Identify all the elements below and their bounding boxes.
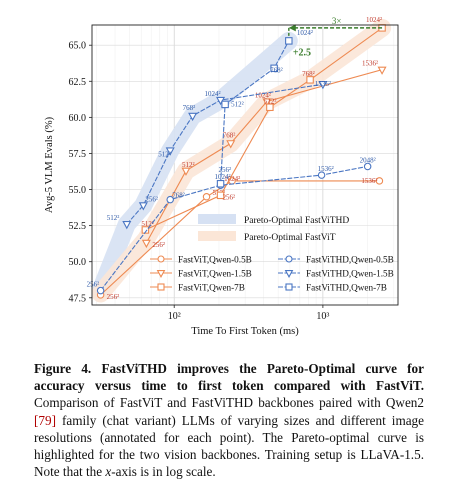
point-label: 512² <box>141 220 154 228</box>
caption-figure-label: Figure 4. <box>34 361 92 376</box>
series-point-fastvit-qwen-0-5b <box>375 177 384 185</box>
pareto-chart: 256²512²1024²1536²256²512²768²1024²1536²… <box>44 16 399 337</box>
y-axis-label: Avg-5 VLM Evals (%) <box>44 116 55 213</box>
series-point-fastvit-qwen-1-5b <box>181 167 191 176</box>
y-tick-label: 47.5 <box>69 293 87 304</box>
point-label: 768² <box>223 131 236 139</box>
point-label: 512² <box>231 100 244 108</box>
series-point-fastvit-qwen-1-5b <box>377 66 387 75</box>
grid-lines <box>92 25 398 305</box>
series-point-fastvithd-qwen-7b <box>221 100 229 109</box>
legend-swatch-pareto <box>198 214 236 224</box>
point-label: 768² <box>270 66 283 74</box>
point-label: 512² <box>264 97 277 105</box>
point-label: 768² <box>172 192 185 200</box>
x-tick-label: 10² <box>168 311 181 322</box>
speedup-arrow-head <box>288 24 296 32</box>
series-point-fastvit-qwen-0-5b <box>202 193 211 201</box>
series-point-fastvithd-qwen-1-5b <box>188 112 198 122</box>
caption-ref: [79] <box>34 412 56 428</box>
point-label: 256² <box>219 166 232 174</box>
series-point-fastvithd-qwen-7b <box>270 64 278 73</box>
series-point-fastvithd-qwen-1-5b <box>138 202 148 211</box>
series-point-fastvithd-qwen-1-5b <box>318 81 328 90</box>
point-label: 768² <box>183 104 196 112</box>
legend-label-series: FastViTHD,Qwen-0.5B <box>306 255 394 265</box>
series-line-fastvit-qwen-0-5b <box>100 180 380 296</box>
y-tick-label: 60.0 <box>69 113 87 124</box>
legend-label-series: FastViT,Qwen-1.5B <box>178 269 252 279</box>
series-point-fastvit-qwen-7b <box>266 103 274 112</box>
series-point-fastvithd-qwen-1-5b <box>122 221 132 230</box>
y-tick-label: 52.5 <box>69 221 87 232</box>
point-label: 1024² <box>224 175 240 183</box>
y-tick-label: 62.5 <box>69 77 87 88</box>
caption-body-before-ref: Comparison of FastViT and FastViTHD back… <box>34 395 424 411</box>
series-point-fastvithd-qwen-0-5b <box>166 195 174 204</box>
legend-label-series: FastViT,Qwen-0.5B <box>178 255 252 265</box>
y-tick-label: 65.0 <box>69 41 87 52</box>
series-line-fastvithd-qwen-1-5b <box>126 83 323 225</box>
legend-marker <box>285 255 293 263</box>
series-point-fastvit-qwen-1-5b <box>141 239 151 249</box>
axes-frame <box>91 24 399 306</box>
legend-marker <box>285 283 293 291</box>
point-label: 256² <box>87 281 100 289</box>
y-tick-label: 55.0 <box>69 185 87 196</box>
caption-bold-text: FastViTHD improves the Pareto-Optimal cu… <box>34 361 424 394</box>
legend-label-pareto: Pareto-Optimal FastViT <box>244 233 336 243</box>
legend-marker <box>156 270 166 278</box>
caption-body-end: -axis is in log scale. <box>111 464 216 480</box>
point-label: 1536² <box>318 165 334 173</box>
point-label: 1536² <box>315 80 331 88</box>
point-label: 512² <box>182 161 195 169</box>
y-tick-label: 50.0 <box>69 257 87 268</box>
figure-caption: Figure 4. FastViTHD improves the Pareto-… <box>34 360 424 480</box>
point-label: 1024² <box>255 91 271 99</box>
point-label: 1536² <box>362 60 378 68</box>
series-point-fastvithd-qwen-7b <box>285 37 293 45</box>
point-label: 1536² <box>361 177 377 185</box>
legend-marker <box>284 270 294 278</box>
caption-axis-var: x <box>105 464 112 480</box>
point-label: 256² <box>152 241 165 249</box>
series-point-fastvithd-qwen-1-5b <box>165 147 175 156</box>
point-label: 2048² <box>360 156 376 164</box>
point-label: 1024² <box>366 16 382 24</box>
point-label: 512² <box>158 151 171 159</box>
x-axis-label: Time To First Token (ms) <box>191 326 299 337</box>
series-line-fastvithd-qwen-7b <box>220 40 290 184</box>
series-point-fastvit-qwen-7b <box>216 191 225 200</box>
series-point-fastvit-qwen-7b <box>306 76 314 84</box>
y-tick-label: 57.5 <box>69 149 87 160</box>
gain-annotation: +2.5 <box>293 47 311 58</box>
series-point-fastvithd-qwen-7b <box>216 180 225 188</box>
series-point-fastvit-qwen-1-5b <box>262 98 272 107</box>
caption-body-after-ref: family (chat variant) LLMs of varying si… <box>34 412 424 480</box>
point-label: 256² <box>107 293 120 301</box>
legend-marker <box>157 255 165 263</box>
x-tick-label: 10³ <box>316 311 329 322</box>
legend-label-pareto: Pareto-Optimal FastViTHD <box>244 216 349 226</box>
point-label: 1024² <box>215 173 231 181</box>
speedup-annotation: 3× <box>332 16 342 26</box>
series-point-fastvithd-qwen-0-5b <box>317 171 326 179</box>
point-label: 256² <box>223 193 236 201</box>
legend-label-series: FastViTHD,Qwen-1.5B <box>306 269 394 279</box>
point-label: 1024² <box>205 90 221 98</box>
legend-marker <box>157 283 165 291</box>
series-point-fastvithd-qwen-0-5b <box>96 286 105 295</box>
point-label: 768² <box>302 70 315 78</box>
legend-swatch-pareto <box>198 231 236 241</box>
series-point-fastvit-qwen-1-5b <box>226 140 236 149</box>
point-label: 1024² <box>297 29 313 37</box>
series-point-fastvit-qwen-7b <box>141 226 150 234</box>
legend-label-series: FastViT,Qwen-7B <box>178 283 245 293</box>
legend-label-series: FastViTHD,Qwen-7B <box>306 283 387 293</box>
point-label: 512² <box>107 214 120 222</box>
point-label: 256² <box>145 195 158 203</box>
series-point-fastvithd-qwen-0-5b <box>363 162 372 171</box>
